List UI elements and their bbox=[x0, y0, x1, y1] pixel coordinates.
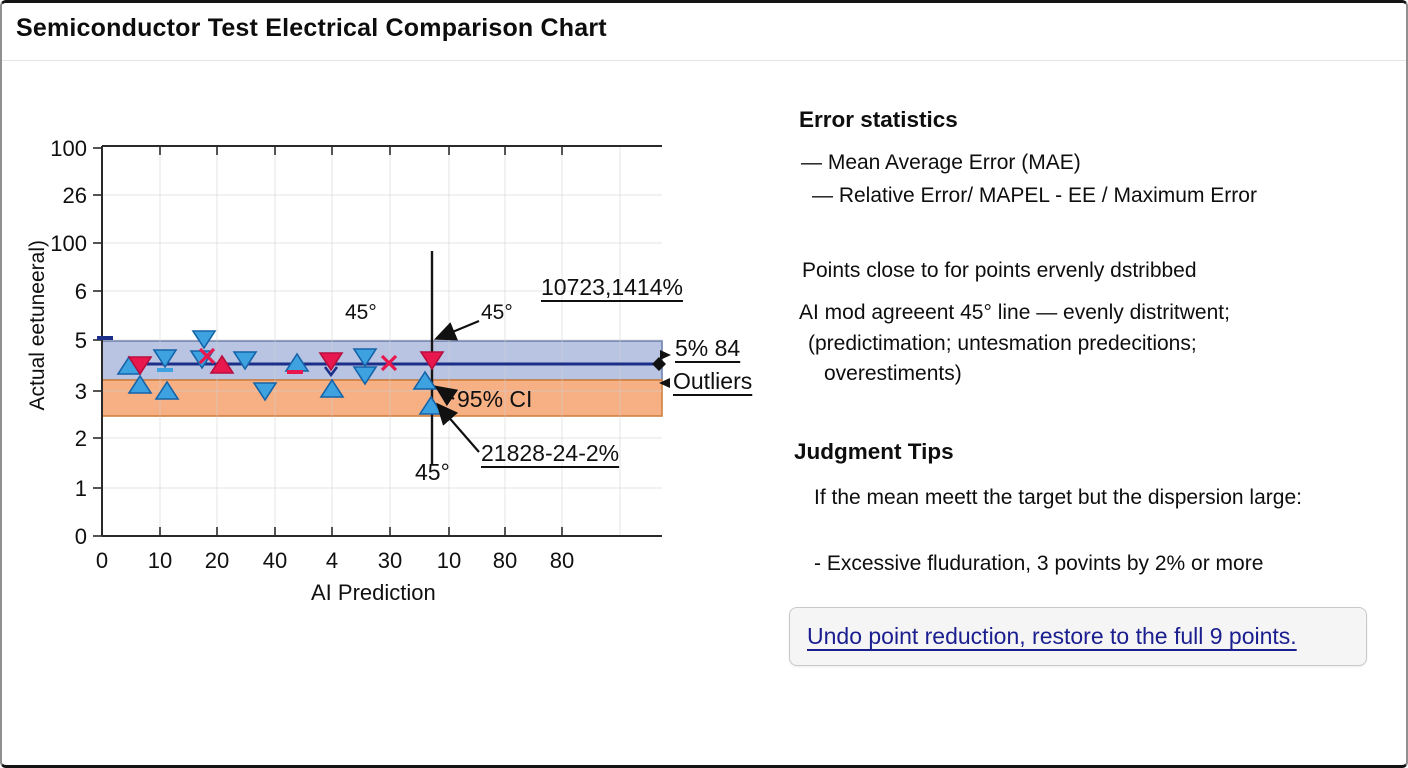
undo-point-reduction-button[interactable]: Undo point reduction, restore to the ful… bbox=[789, 607, 1367, 666]
page-header: Semiconductor Test Electrical Comparison… bbox=[2, 3, 1406, 61]
edge-arrow-right bbox=[660, 350, 671, 360]
data-point-red-triangle-down bbox=[419, 351, 445, 371]
data-point-blue-triangle-down bbox=[352, 348, 378, 368]
x-tick-label: 30 bbox=[378, 548, 402, 573]
x-tick-label: 10 bbox=[437, 548, 461, 573]
y-axis-label: Actual eetuneeral) bbox=[26, 240, 49, 411]
points-description-line3: (predictimation; untesmation predecition… bbox=[808, 332, 1197, 355]
annotation-45deg-right: 45° bbox=[481, 301, 513, 324]
data-point-red-cross bbox=[198, 347, 216, 365]
annotation-5pct-84: 5% 84 bbox=[675, 335, 741, 361]
data-point-blue-triangle-up bbox=[127, 374, 153, 394]
band-5pct-blue bbox=[101, 340, 663, 381]
data-point-blue-triangle-up bbox=[319, 378, 345, 398]
annotation-arrow bbox=[436, 402, 480, 453]
x-tick-label: 0 bbox=[96, 548, 108, 573]
judgment-tip-line1: If the mean meett the target but the dis… bbox=[814, 486, 1302, 509]
annotation-arrow bbox=[433, 319, 480, 341]
points-description-line1: Points close to for points ervenly dstri… bbox=[802, 259, 1197, 282]
annotation-big-percent: 10723,1414% bbox=[541, 274, 683, 300]
data-point-blue-triangle-up bbox=[412, 370, 438, 390]
y-tick-label: 100 bbox=[50, 136, 87, 161]
data-point-blue-dash bbox=[157, 368, 173, 372]
judgment-tips-title: Judgment Tips bbox=[794, 439, 954, 464]
data-point-navy-dash bbox=[97, 336, 113, 340]
y-tick-label: 26 bbox=[63, 183, 87, 208]
y-tick-label: 1 bbox=[75, 476, 87, 501]
x-tick-label: 80 bbox=[550, 548, 574, 573]
x-tick-label: 80 bbox=[493, 548, 517, 573]
y-tick-label: 0 bbox=[75, 524, 87, 549]
annotation-arrow bbox=[434, 385, 459, 407]
x-tick-label: 20 bbox=[205, 548, 229, 573]
data-point-red-dash bbox=[287, 370, 303, 374]
data-point-red-triangle-up bbox=[209, 354, 235, 374]
annotation-21828-percent: 21828-24-2% bbox=[481, 440, 620, 466]
y-tick-label: 6 bbox=[75, 279, 87, 304]
error-statistics-item-relative: — Relative Error/ MAPEL - EE / Maximum E… bbox=[812, 184, 1257, 207]
annotation-95ci: 95% CI bbox=[457, 386, 533, 412]
error-statistics-title: Error statistics bbox=[799, 107, 958, 132]
undo-point-reduction-label: Undo point reduction, restore to the ful… bbox=[807, 623, 1297, 649]
data-point-red-triangle-down bbox=[127, 356, 153, 376]
band-95ci-orange bbox=[101, 379, 663, 417]
annotation-outliers: Outliers bbox=[673, 368, 753, 394]
points-description-line2: AI mod agreeent 45° line — evenly distri… bbox=[799, 301, 1230, 324]
error-statistics-item-mae: — Mean Average Error (MAE) bbox=[801, 151, 1081, 174]
annotation-45deg-bottom: 45° bbox=[415, 459, 450, 485]
data-point-blue-triangle-down bbox=[252, 382, 278, 402]
mean-line-end-diamond bbox=[652, 357, 666, 371]
data-point-blue-triangle-up bbox=[154, 380, 180, 400]
y-tick-label: 5 bbox=[75, 328, 87, 353]
data-point-blue-triangle-down bbox=[191, 330, 217, 350]
y-tick-label: 100 bbox=[50, 231, 87, 256]
data-point-blue-triangle-down bbox=[232, 351, 258, 371]
points-description-line4: overestiments) bbox=[824, 362, 962, 385]
data-point-red-cross bbox=[380, 354, 398, 372]
x-tick-label: 10 bbox=[148, 548, 172, 573]
data-point-navy-chevron bbox=[323, 366, 339, 378]
x-tick-label: 4 bbox=[326, 548, 338, 573]
judgment-tip-line2: - Excessive fluduration, 3 povints by 2%… bbox=[814, 552, 1264, 575]
data-point-blue-triangle-down bbox=[352, 366, 378, 386]
page-title: Semiconductor Test Electrical Comparison… bbox=[16, 14, 607, 42]
annotation-45deg-left: 45° bbox=[345, 301, 377, 324]
y-tick-label: 2 bbox=[75, 426, 87, 451]
data-point-red-triangle-down bbox=[318, 352, 344, 372]
y-tick-label: 3 bbox=[75, 379, 87, 404]
data-point-blue-triangle-down bbox=[152, 349, 178, 369]
edge-arrow-left bbox=[659, 378, 670, 388]
x-axis-label: AI Prediction bbox=[311, 580, 436, 605]
x-tick-label: 40 bbox=[263, 548, 287, 573]
